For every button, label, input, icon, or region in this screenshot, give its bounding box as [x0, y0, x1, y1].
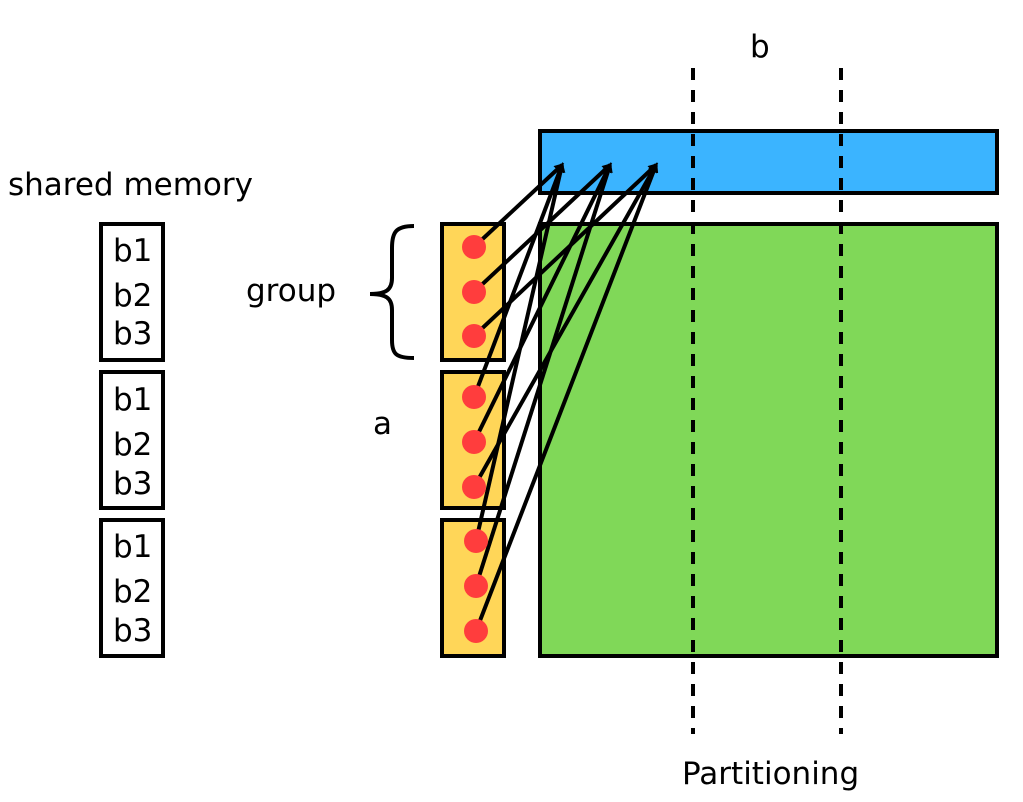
- group-brace: [369, 224, 415, 360]
- shared-memory-label: shared memory: [8, 167, 253, 203]
- shared-memory-item: b3: [113, 613, 152, 649]
- load-arrow: [472, 162, 613, 294]
- thread-dot: [464, 619, 488, 643]
- load-arrow: [472, 162, 659, 338]
- partitioning-label: Partitioning: [682, 756, 859, 792]
- shared-memory-item: b1: [113, 529, 152, 565]
- shared-memory-item: b2: [113, 427, 152, 463]
- load-arrow: [474, 162, 613, 587]
- shared-memory-block-3: b1 b2 b3: [99, 518, 165, 658]
- thread-dot: [462, 475, 486, 499]
- thread-dot: [462, 385, 486, 409]
- shared-memory-item: b1: [113, 233, 152, 269]
- group-label: group: [246, 273, 336, 309]
- load-arrow: [474, 162, 659, 632]
- load-arrow: [472, 162, 565, 398]
- load-arrows: [472, 162, 659, 632]
- thread-dot: [464, 574, 488, 598]
- shared-memory-block-2: b1 b2 b3: [99, 370, 165, 510]
- a-label: a: [373, 406, 392, 442]
- shared-memory-item: b1: [113, 382, 152, 418]
- shared-memory-item: b3: [113, 316, 152, 352]
- thread-dot: [462, 280, 486, 304]
- load-arrow: [472, 162, 565, 249]
- load-arrow: [472, 162, 658, 488]
- shared-memory-block-1: b1 b2 b3: [99, 222, 165, 362]
- shared-memory-item: b2: [113, 574, 152, 610]
- shared-memory-item: b2: [113, 278, 152, 314]
- load-arrow: [474, 162, 566, 542]
- matrix-block: [538, 222, 999, 658]
- shared-memory-item: b3: [113, 466, 152, 502]
- b-vector: [538, 129, 999, 195]
- load-arrow: [472, 162, 612, 443]
- b-label: b: [750, 29, 770, 65]
- thread-dot: [462, 324, 486, 348]
- thread-dot: [462, 430, 486, 454]
- thread-dot: [462, 235, 486, 259]
- thread-dot: [464, 529, 488, 553]
- thread-dots: [462, 235, 488, 643]
